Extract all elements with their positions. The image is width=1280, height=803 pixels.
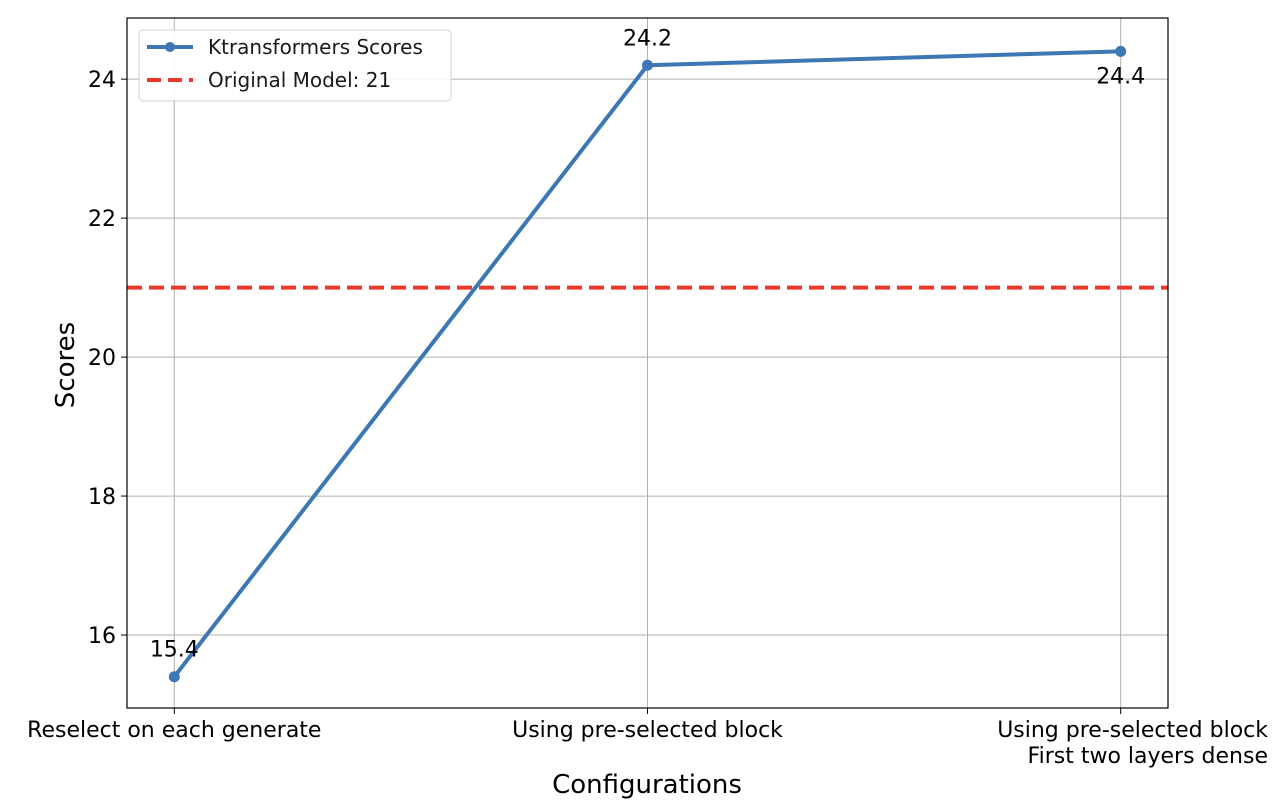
data-point bbox=[168, 671, 180, 683]
legend-box bbox=[138, 29, 452, 102]
y-tick-label: 22 bbox=[88, 207, 116, 232]
x-tick-label: First two layers dense bbox=[1028, 744, 1268, 769]
legend-series-marker bbox=[165, 42, 175, 52]
data-label: 24.4 bbox=[1096, 64, 1145, 89]
x-tick-label: Reselect on each generate bbox=[27, 718, 321, 743]
legend-reference-label: Original Model: 21 bbox=[208, 68, 391, 92]
legend: Ktransformers Scores Original Model: 21 bbox=[138, 29, 452, 102]
y-ticks: 16 18 20 22 24 bbox=[88, 68, 127, 649]
x-tick-label: Using pre-selected block bbox=[512, 718, 783, 743]
y-axis-label: Scores bbox=[51, 322, 81, 408]
y-tick-label: 16 bbox=[88, 624, 116, 649]
legend-series-label: Ktransformers Scores bbox=[208, 35, 423, 59]
data-point bbox=[1115, 45, 1127, 57]
y-tick-label: 20 bbox=[88, 346, 116, 371]
x-axis-label: Configurations bbox=[552, 770, 742, 800]
y-tick-label: 18 bbox=[88, 485, 116, 510]
x-tick-label: Using pre-selected block bbox=[997, 718, 1268, 743]
series-group: 15.4 24.2 24.4 bbox=[150, 26, 1145, 683]
data-label: 24.2 bbox=[623, 26, 672, 51]
data-label: 15.4 bbox=[150, 638, 199, 663]
x-ticks: Reselect on each generate Using pre-selec… bbox=[27, 708, 1268, 769]
y-tick-label: 24 bbox=[88, 68, 116, 93]
data-point bbox=[642, 59, 653, 71]
grid bbox=[127, 18, 1168, 708]
